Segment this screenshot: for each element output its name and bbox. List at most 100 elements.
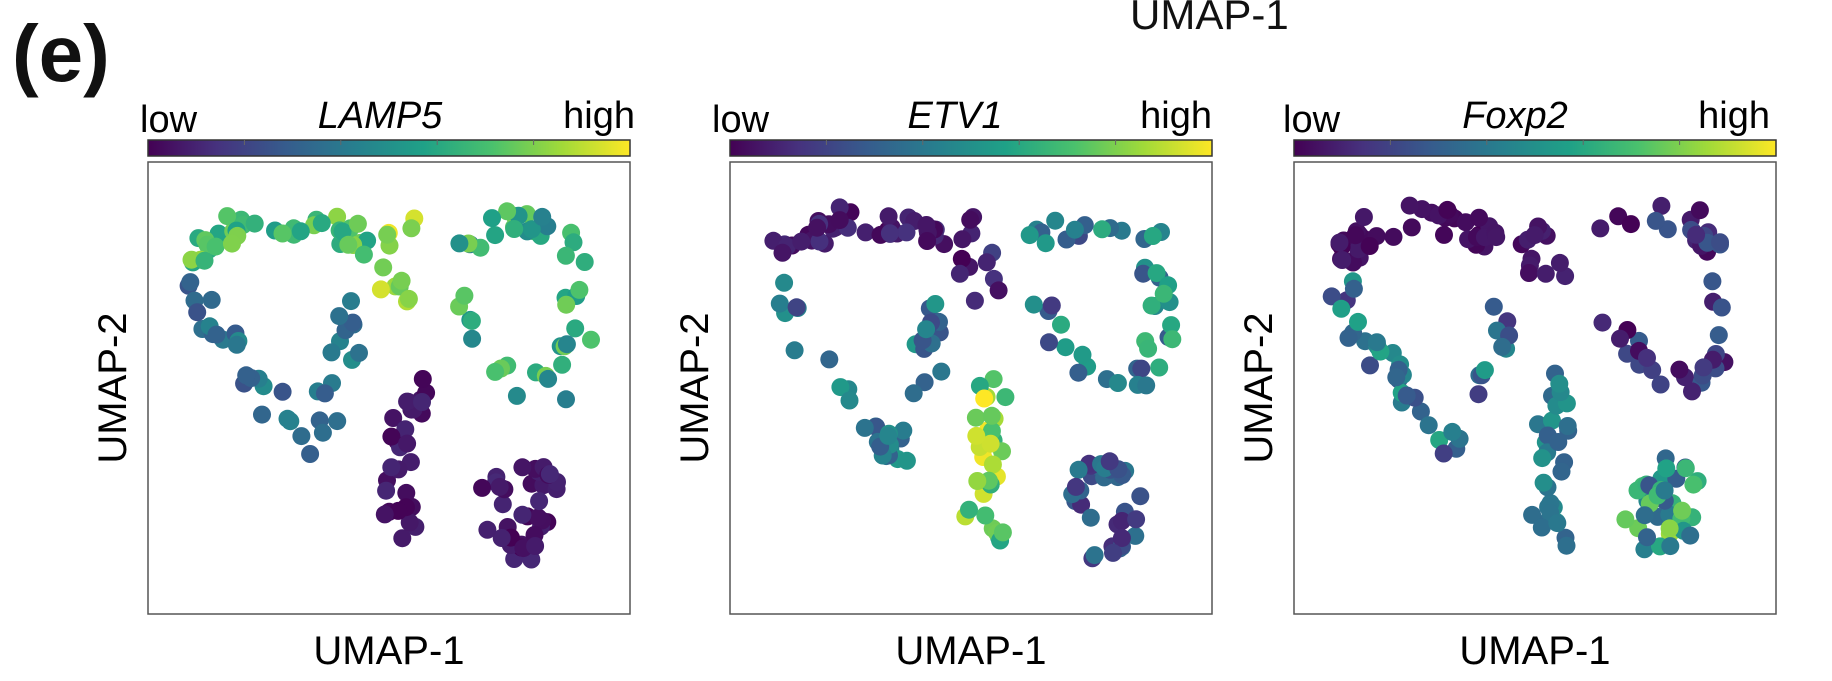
- cell-point: [493, 495, 512, 514]
- cell-point: [1344, 279, 1363, 298]
- cell-point: [575, 253, 594, 271]
- cell-point: [926, 295, 945, 313]
- cell-point: [1690, 201, 1709, 220]
- cell-point: [1676, 459, 1695, 478]
- cell-point: [1687, 225, 1706, 244]
- cell-point: [968, 472, 987, 490]
- cell-point: [1333, 251, 1352, 269]
- cell-point: [526, 537, 545, 555]
- cell-point: [202, 290, 221, 309]
- cell-point: [181, 273, 200, 292]
- cell-point: [1162, 316, 1181, 335]
- cell-point: [570, 280, 589, 299]
- cell-point: [1475, 361, 1494, 380]
- cell-point: [1683, 382, 1701, 401]
- cell-point: [188, 303, 207, 322]
- cell-point: [1657, 459, 1676, 478]
- gene-label: LAMP5: [318, 95, 443, 137]
- cell-point: [339, 235, 358, 254]
- cell-point: [976, 506, 995, 525]
- cell-point: [983, 455, 1002, 474]
- cell-point: [917, 216, 936, 234]
- cell-point: [529, 508, 548, 527]
- cell-point: [897, 451, 916, 470]
- cell-point: [966, 408, 985, 427]
- cell-point: [1434, 444, 1453, 463]
- cell-point: [1040, 333, 1058, 352]
- cell-point: [533, 207, 552, 226]
- cell-point: [1593, 313, 1612, 332]
- cell-point: [1652, 196, 1671, 215]
- cell-point: [1042, 296, 1061, 315]
- cell-point: [1100, 452, 1119, 471]
- cell-point: [513, 458, 532, 477]
- cell-point: [1387, 368, 1406, 387]
- cell-point: [1616, 510, 1635, 529]
- umap-panel-etv1: low ETV1 high UMAP-1 UMAP-2: [673, 95, 1213, 673]
- cell-point: [375, 505, 394, 524]
- cell-point: [996, 388, 1015, 407]
- cell-point: [1558, 417, 1577, 435]
- cell-point: [1557, 536, 1576, 555]
- plot-frame: [1293, 161, 1777, 615]
- cell-point: [245, 214, 264, 233]
- cell-point: [1549, 433, 1568, 451]
- cell-point: [483, 209, 501, 228]
- cell-point: [413, 370, 432, 388]
- cell-point: [539, 369, 558, 388]
- cell-point: [348, 214, 367, 233]
- cell-point: [830, 211, 849, 230]
- cell-point: [328, 207, 347, 226]
- cell-point: [1550, 253, 1569, 272]
- cell-point: [392, 271, 411, 290]
- cell-point: [377, 481, 396, 500]
- cell-point: [1132, 359, 1151, 378]
- cell-point: [273, 382, 292, 401]
- cell-point: [330, 307, 349, 326]
- cell-point: [1552, 462, 1571, 481]
- cell-point: [840, 391, 859, 410]
- cell-point: [1142, 296, 1161, 315]
- cell-point: [1367, 333, 1386, 352]
- cell-point: [787, 298, 806, 317]
- cell-point: [1532, 518, 1551, 537]
- cell-point: [478, 520, 497, 539]
- cell-point: [1711, 233, 1729, 252]
- cell-point: [1127, 510, 1146, 529]
- cell-point: [981, 434, 1000, 453]
- cell-point: [462, 311, 481, 330]
- cell-point: [773, 243, 792, 262]
- cell-point: [1520, 264, 1538, 282]
- cell-point: [382, 427, 401, 446]
- cell-point: [398, 392, 417, 411]
- cell-point: [808, 218, 827, 237]
- cell-point: [237, 366, 256, 385]
- cell-point: [1548, 514, 1567, 533]
- cell-point: [400, 513, 419, 532]
- cell-point: [977, 253, 996, 272]
- cell-point: [1139, 339, 1158, 358]
- cell-point: [402, 219, 421, 238]
- cell-point: [810, 232, 829, 251]
- cell-point: [917, 320, 936, 339]
- cell-point: [1085, 546, 1104, 565]
- cell-point: [486, 362, 505, 381]
- cell-point: [932, 362, 951, 381]
- cell-point: [1036, 234, 1055, 253]
- cell-point: [897, 223, 916, 242]
- cell-point: [292, 427, 311, 446]
- colorbar-low-label: low: [1283, 99, 1341, 141]
- cell-point: [312, 214, 331, 233]
- cell-point: [1126, 526, 1145, 545]
- cell-point: [856, 223, 875, 242]
- cell-point: [1534, 473, 1553, 492]
- cell-point: [1550, 374, 1569, 393]
- cell-point: [1104, 543, 1122, 562]
- cell-point: [1081, 508, 1100, 527]
- cell-point: [582, 330, 600, 349]
- cell-point: [982, 406, 1001, 425]
- cell-point: [1024, 295, 1043, 314]
- cell-point: [775, 273, 794, 292]
- cell-point: [880, 224, 899, 243]
